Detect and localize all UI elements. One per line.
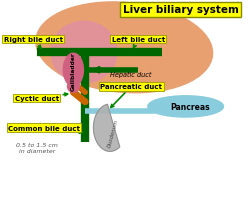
Ellipse shape: [63, 54, 83, 87]
Text: Liver biliary system: Liver biliary system: [123, 5, 239, 15]
Text: Right bile duct: Right bile duct: [4, 37, 63, 49]
Ellipse shape: [51, 22, 117, 83]
Text: Pancreas: Pancreas: [171, 102, 210, 111]
Text: Cyctic duct: Cyctic duct: [15, 94, 68, 102]
Text: Hepatic duct: Hepatic duct: [110, 71, 151, 77]
Ellipse shape: [36, 3, 213, 93]
Text: Gallbladder: Gallbladder: [71, 52, 76, 91]
Polygon shape: [93, 105, 120, 152]
Text: Pancreatic duct: Pancreatic duct: [100, 84, 162, 108]
Text: Common bile duct: Common bile duct: [8, 125, 82, 134]
Text: Left bile duct: Left bile duct: [112, 37, 165, 48]
Ellipse shape: [67, 81, 79, 93]
Ellipse shape: [148, 96, 223, 118]
Text: 0.5 to 1.5 cm
in diameter: 0.5 to 1.5 cm in diameter: [16, 142, 58, 153]
Text: Duodenum: Duodenum: [107, 118, 120, 147]
